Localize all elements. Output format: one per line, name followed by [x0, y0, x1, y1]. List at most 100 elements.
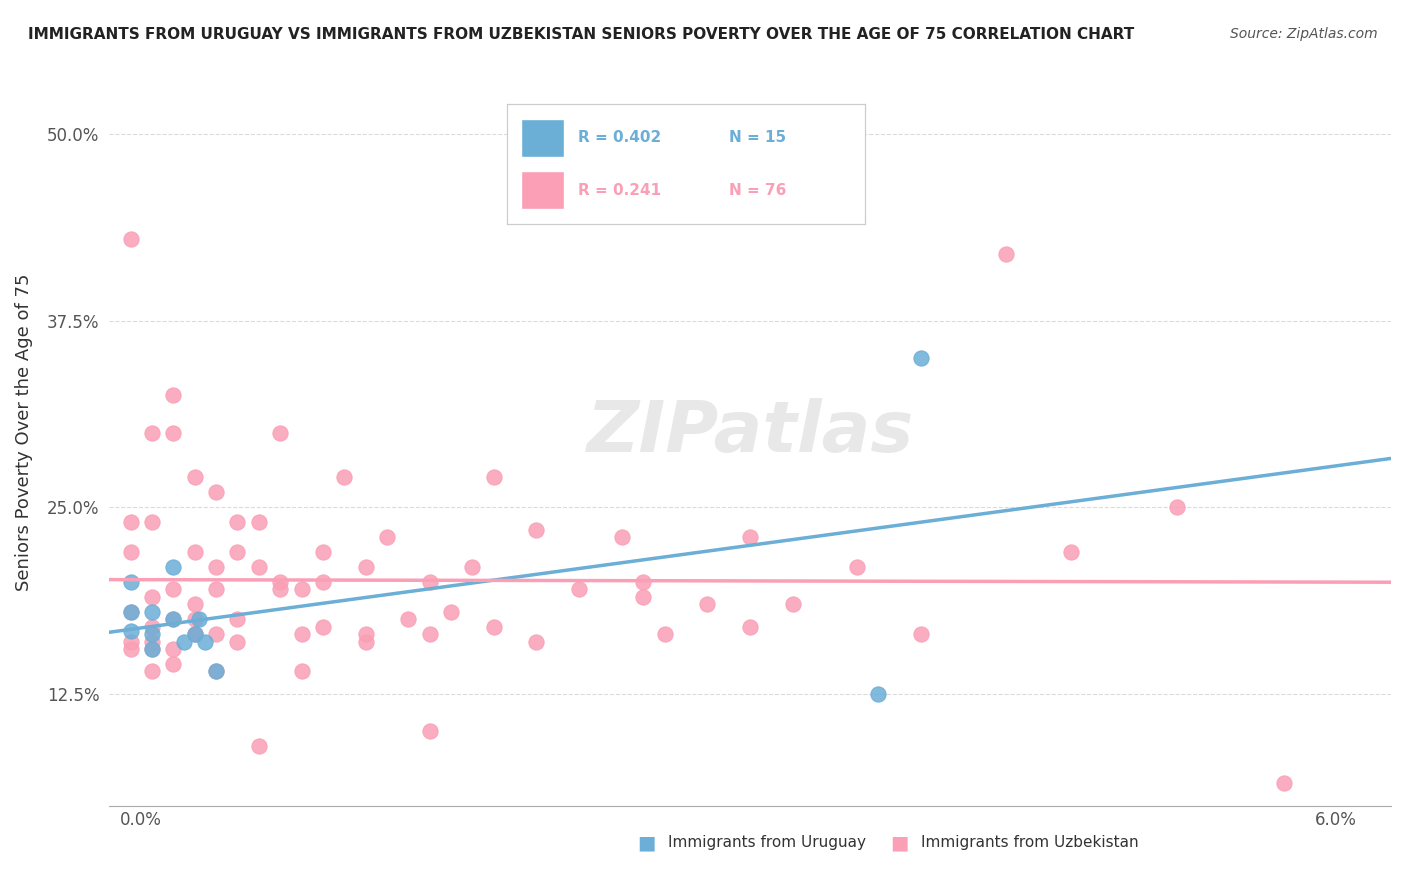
Point	[461, 560, 484, 574]
Point	[205, 485, 228, 500]
Point	[226, 515, 249, 529]
Point	[205, 665, 228, 679]
Point	[120, 634, 142, 648]
Point	[1166, 500, 1188, 515]
Point	[312, 574, 335, 589]
Point	[205, 665, 228, 679]
Point	[995, 246, 1018, 260]
Point	[1272, 776, 1295, 790]
Point	[162, 560, 184, 574]
Point	[183, 627, 205, 641]
Point	[173, 634, 195, 648]
Point	[633, 574, 655, 589]
Point	[162, 657, 184, 671]
Point	[141, 619, 163, 633]
Point	[910, 627, 932, 641]
Text: Immigrants from Uzbekistan: Immigrants from Uzbekistan	[921, 836, 1139, 850]
Text: ■: ■	[890, 833, 910, 853]
Point	[183, 627, 205, 641]
Point	[610, 530, 633, 544]
Point	[194, 634, 217, 648]
Point	[269, 574, 291, 589]
Point	[440, 605, 463, 619]
Point	[141, 642, 163, 657]
Point	[120, 574, 142, 589]
Point	[188, 612, 211, 626]
Point	[120, 605, 142, 619]
Point	[120, 232, 142, 246]
Point	[205, 627, 228, 641]
Point	[162, 425, 184, 440]
Text: IMMIGRANTS FROM URUGUAY VS IMMIGRANTS FROM UZBEKISTAN SENIORS POVERTY OVER THE A: IMMIGRANTS FROM URUGUAY VS IMMIGRANTS FR…	[28, 27, 1135, 42]
Point	[354, 634, 377, 648]
Point	[375, 530, 398, 544]
Point	[141, 634, 163, 648]
Point	[312, 619, 335, 633]
Point	[162, 388, 184, 402]
Point	[845, 560, 868, 574]
Text: ZIPatlas: ZIPatlas	[586, 398, 914, 467]
Point	[333, 470, 356, 484]
Point	[183, 545, 205, 559]
Point	[269, 582, 291, 597]
Point	[868, 687, 890, 701]
Text: Immigrants from Uruguay: Immigrants from Uruguay	[668, 836, 866, 850]
Point	[290, 627, 312, 641]
Text: 6.0%: 6.0%	[1315, 811, 1357, 829]
Y-axis label: Seniors Poverty Over the Age of 75: Seniors Poverty Over the Age of 75	[15, 274, 32, 591]
Point	[247, 515, 270, 529]
Point	[269, 425, 291, 440]
Point	[568, 582, 591, 597]
Point	[226, 545, 249, 559]
Point	[740, 619, 762, 633]
Point	[396, 612, 419, 626]
Text: ■: ■	[637, 833, 657, 853]
Point	[1059, 545, 1081, 559]
Point	[226, 612, 249, 626]
Point	[226, 634, 249, 648]
Point	[141, 590, 163, 604]
Point	[141, 515, 163, 529]
Point	[247, 739, 270, 753]
Point	[482, 619, 505, 633]
Point	[696, 597, 718, 611]
Point	[205, 560, 228, 574]
Point	[312, 545, 335, 559]
Point	[141, 642, 163, 657]
Point	[162, 642, 184, 657]
Point	[183, 470, 205, 484]
Point	[141, 627, 163, 641]
Point	[290, 582, 312, 597]
Text: Source: ZipAtlas.com: Source: ZipAtlas.com	[1230, 27, 1378, 41]
Point	[782, 597, 804, 611]
Text: 0.0%: 0.0%	[120, 811, 162, 829]
Point	[633, 590, 655, 604]
Point	[120, 515, 142, 529]
Point	[162, 612, 184, 626]
Point	[290, 665, 312, 679]
Point	[162, 612, 184, 626]
Point	[120, 545, 142, 559]
Point	[141, 425, 163, 440]
Point	[482, 470, 505, 484]
Point	[419, 627, 441, 641]
Point	[120, 624, 142, 638]
Point	[654, 627, 676, 641]
Point	[910, 351, 932, 365]
Point	[183, 627, 205, 641]
Point	[183, 597, 205, 611]
Point	[141, 665, 163, 679]
Point	[183, 612, 205, 626]
Point	[740, 530, 762, 544]
Point	[247, 560, 270, 574]
Point	[120, 642, 142, 657]
Point	[141, 605, 163, 619]
Point	[354, 560, 377, 574]
Point	[419, 574, 441, 589]
Point	[162, 582, 184, 597]
Point	[354, 627, 377, 641]
Point	[120, 605, 142, 619]
Point	[526, 523, 548, 537]
Point	[526, 634, 548, 648]
Point	[205, 582, 228, 597]
